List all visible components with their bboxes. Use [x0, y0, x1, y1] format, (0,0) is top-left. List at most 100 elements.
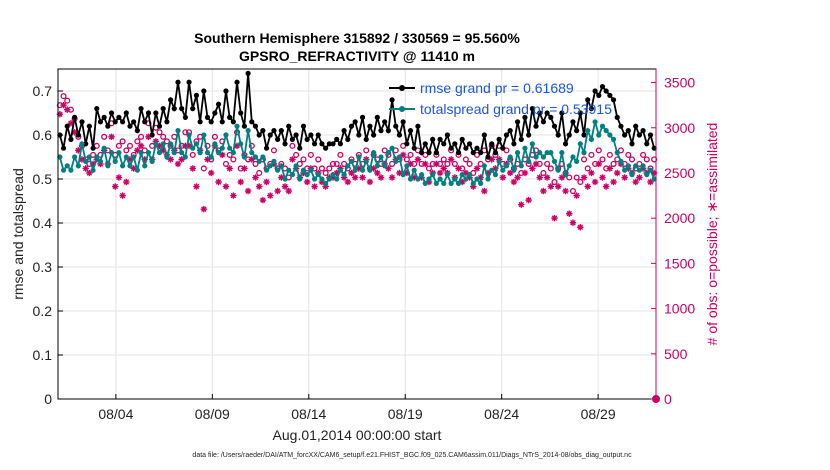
rmse-point [345, 136, 351, 142]
x-tick-label: 08/09 [195, 406, 230, 422]
spread-point [430, 172, 436, 178]
assimilated-point [547, 183, 554, 190]
y-tick-label: 0.3 [33, 259, 53, 275]
rmse-point [566, 132, 572, 138]
rmse-point [411, 145, 417, 151]
rmse-point [610, 97, 617, 103]
spread-point [68, 167, 74, 173]
rmse-point [64, 123, 70, 129]
possible-point [318, 165, 325, 172]
rmse-point [374, 114, 380, 120]
x-axis-ticks: 08/04 08/09 08/14 08/19 08/24 08/29 [98, 394, 616, 422]
rmse-point [533, 123, 539, 129]
rmse-point [474, 145, 480, 151]
assimilated-point [241, 165, 248, 172]
spread-point [610, 136, 617, 142]
spread-point [167, 141, 174, 147]
spread-point [411, 167, 417, 173]
possible-point [599, 156, 606, 163]
spread-point [603, 128, 609, 134]
spread-point [64, 163, 70, 169]
y2-tick-label: 500 [664, 346, 688, 362]
rmse-point [607, 92, 613, 98]
rmse-point [175, 79, 181, 85]
rmse-point [68, 136, 74, 142]
spread-point [444, 172, 451, 178]
rmse-point [367, 123, 373, 129]
spread-point [271, 158, 277, 164]
possible-point [580, 156, 588, 163]
legend-entry: rmse grand pr = 0.61689 [420, 80, 574, 96]
assimilated-point [422, 160, 429, 168]
assimilated-point [123, 178, 130, 186]
legend-swatch-marker [399, 85, 405, 91]
spread-point [256, 158, 262, 164]
rmse-point [633, 123, 639, 129]
spread-point [153, 141, 159, 147]
possible-point [64, 97, 71, 104]
assimilated-point [303, 178, 311, 186]
possible-point [189, 151, 196, 158]
rmse-point [404, 141, 410, 147]
possible-point [322, 169, 329, 177]
spread-point [193, 141, 200, 147]
spread-point [304, 172, 310, 178]
assimilated-point [115, 174, 123, 181]
y-tick-label: 0.1 [33, 347, 53, 363]
y2-tick-label: 1500 [664, 255, 695, 271]
rmse-point [400, 119, 406, 125]
spread-point [190, 145, 196, 151]
spread-point [300, 167, 307, 173]
rmse-point [463, 145, 469, 151]
assimilated-point [532, 160, 540, 168]
assimilated-point [237, 178, 244, 186]
assimilated-point [529, 165, 536, 172]
spread-point [171, 150, 177, 156]
spread-point [585, 128, 591, 134]
rmse-point [511, 141, 517, 147]
spread-point [57, 154, 63, 160]
assimilated-point [577, 224, 584, 231]
rmse-point [153, 110, 159, 116]
possible-point [119, 138, 126, 145]
rmse-point [278, 128, 284, 134]
spread-point [463, 176, 469, 182]
possible-point [163, 138, 170, 145]
spread-point [105, 163, 111, 169]
possible-point [422, 151, 429, 158]
assimilated-point [440, 165, 447, 172]
spread-point [219, 145, 225, 151]
spread-point [208, 154, 214, 160]
spread-point [227, 145, 233, 151]
rmse-point [555, 132, 561, 138]
spread-point [396, 154, 403, 160]
assimilated-point [551, 214, 558, 222]
rmse-point [112, 119, 118, 125]
possible-point [462, 156, 469, 163]
spread-point [592, 119, 598, 125]
spread-point [533, 154, 539, 160]
spread-point [389, 145, 395, 151]
assimilated-point [647, 178, 654, 186]
spread-point [359, 167, 366, 173]
rmse-point [452, 141, 458, 147]
assimilated-point [436, 169, 444, 177]
spread-point [230, 150, 236, 156]
spread-point [241, 154, 248, 160]
possible-point [569, 188, 576, 195]
legend: rmse grand pr = 0.61689 totalspread grand… [389, 80, 612, 117]
spread-point [633, 163, 639, 169]
spread-point [83, 158, 89, 164]
rmse-point [625, 128, 631, 134]
possible-point [544, 160, 551, 167]
possible-point [289, 142, 296, 149]
possible-point [115, 142, 122, 149]
spread-point [249, 150, 255, 156]
obs-count-series [56, 93, 660, 403]
spread-point [149, 158, 155, 164]
rmse-point [466, 141, 473, 147]
rmse-point [127, 123, 133, 129]
rmse-point [164, 119, 170, 125]
possible-point [577, 178, 584, 186]
